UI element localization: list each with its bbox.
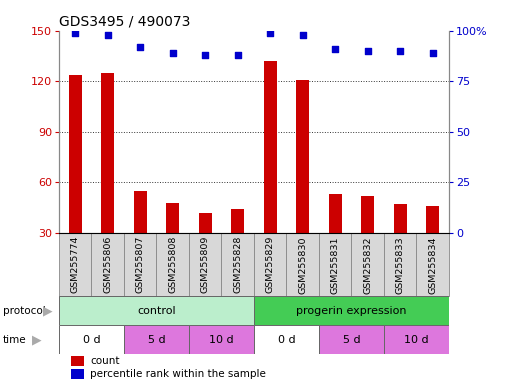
Bar xyxy=(124,233,156,296)
Text: GSM255833: GSM255833 xyxy=(396,236,405,294)
Bar xyxy=(393,204,407,283)
Bar xyxy=(59,233,91,296)
Text: GSM255807: GSM255807 xyxy=(136,236,145,293)
Text: ▶: ▶ xyxy=(43,305,52,317)
Text: ▶: ▶ xyxy=(32,333,42,346)
Text: GDS3495 / 490073: GDS3495 / 490073 xyxy=(59,14,190,28)
Text: GSM255832: GSM255832 xyxy=(363,236,372,293)
Point xyxy=(266,30,274,36)
Bar xyxy=(71,369,84,379)
Bar xyxy=(91,233,124,296)
Bar xyxy=(69,74,82,283)
Text: GSM255831: GSM255831 xyxy=(331,236,340,293)
Point xyxy=(169,50,177,56)
Text: GSM255828: GSM255828 xyxy=(233,236,242,293)
Bar xyxy=(59,325,124,354)
Bar xyxy=(329,194,342,283)
Bar xyxy=(124,325,189,354)
Bar xyxy=(71,356,84,366)
Text: count: count xyxy=(90,356,120,366)
Point xyxy=(233,52,242,58)
Bar xyxy=(222,233,254,296)
Bar xyxy=(199,213,212,283)
Text: progerin expression: progerin expression xyxy=(296,306,407,316)
Text: protocol: protocol xyxy=(3,306,45,316)
Text: 0 d: 0 d xyxy=(278,335,295,345)
Text: control: control xyxy=(137,306,176,316)
Bar xyxy=(254,233,286,296)
Point xyxy=(428,50,437,56)
Bar xyxy=(296,79,309,283)
Bar xyxy=(384,325,449,354)
Text: time: time xyxy=(3,335,26,345)
Bar xyxy=(361,196,374,283)
Bar xyxy=(254,296,449,325)
Text: 0 d: 0 d xyxy=(83,335,101,345)
Bar xyxy=(189,233,222,296)
Text: GSM255834: GSM255834 xyxy=(428,236,437,293)
Bar xyxy=(166,202,179,283)
Bar xyxy=(426,206,439,283)
Bar xyxy=(417,233,449,296)
Bar xyxy=(59,296,254,325)
Bar xyxy=(264,61,277,283)
Point xyxy=(104,32,112,38)
Bar xyxy=(384,233,417,296)
Bar xyxy=(101,73,114,283)
Text: GSM255808: GSM255808 xyxy=(168,236,177,293)
Bar xyxy=(286,233,319,296)
Bar xyxy=(319,325,384,354)
Bar xyxy=(134,191,147,283)
Point xyxy=(299,32,307,38)
Point xyxy=(136,44,144,50)
Text: GSM255809: GSM255809 xyxy=(201,236,210,293)
Point xyxy=(364,48,372,54)
Text: 10 d: 10 d xyxy=(404,335,429,345)
Bar xyxy=(351,233,384,296)
Bar xyxy=(156,233,189,296)
Text: 10 d: 10 d xyxy=(209,335,234,345)
Text: GSM255830: GSM255830 xyxy=(298,236,307,293)
Point xyxy=(201,52,209,58)
Point xyxy=(331,46,339,52)
Bar xyxy=(254,325,319,354)
Text: percentile rank within the sample: percentile rank within the sample xyxy=(90,369,266,379)
Bar xyxy=(231,209,244,283)
Point xyxy=(71,30,80,36)
Text: GSM255774: GSM255774 xyxy=(71,236,80,293)
Text: 5 d: 5 d xyxy=(343,335,360,345)
Point xyxy=(396,48,404,54)
Bar xyxy=(189,325,254,354)
Bar xyxy=(319,233,351,296)
Text: 5 d: 5 d xyxy=(148,335,165,345)
Text: GSM255806: GSM255806 xyxy=(103,236,112,293)
Text: GSM255829: GSM255829 xyxy=(266,236,274,293)
